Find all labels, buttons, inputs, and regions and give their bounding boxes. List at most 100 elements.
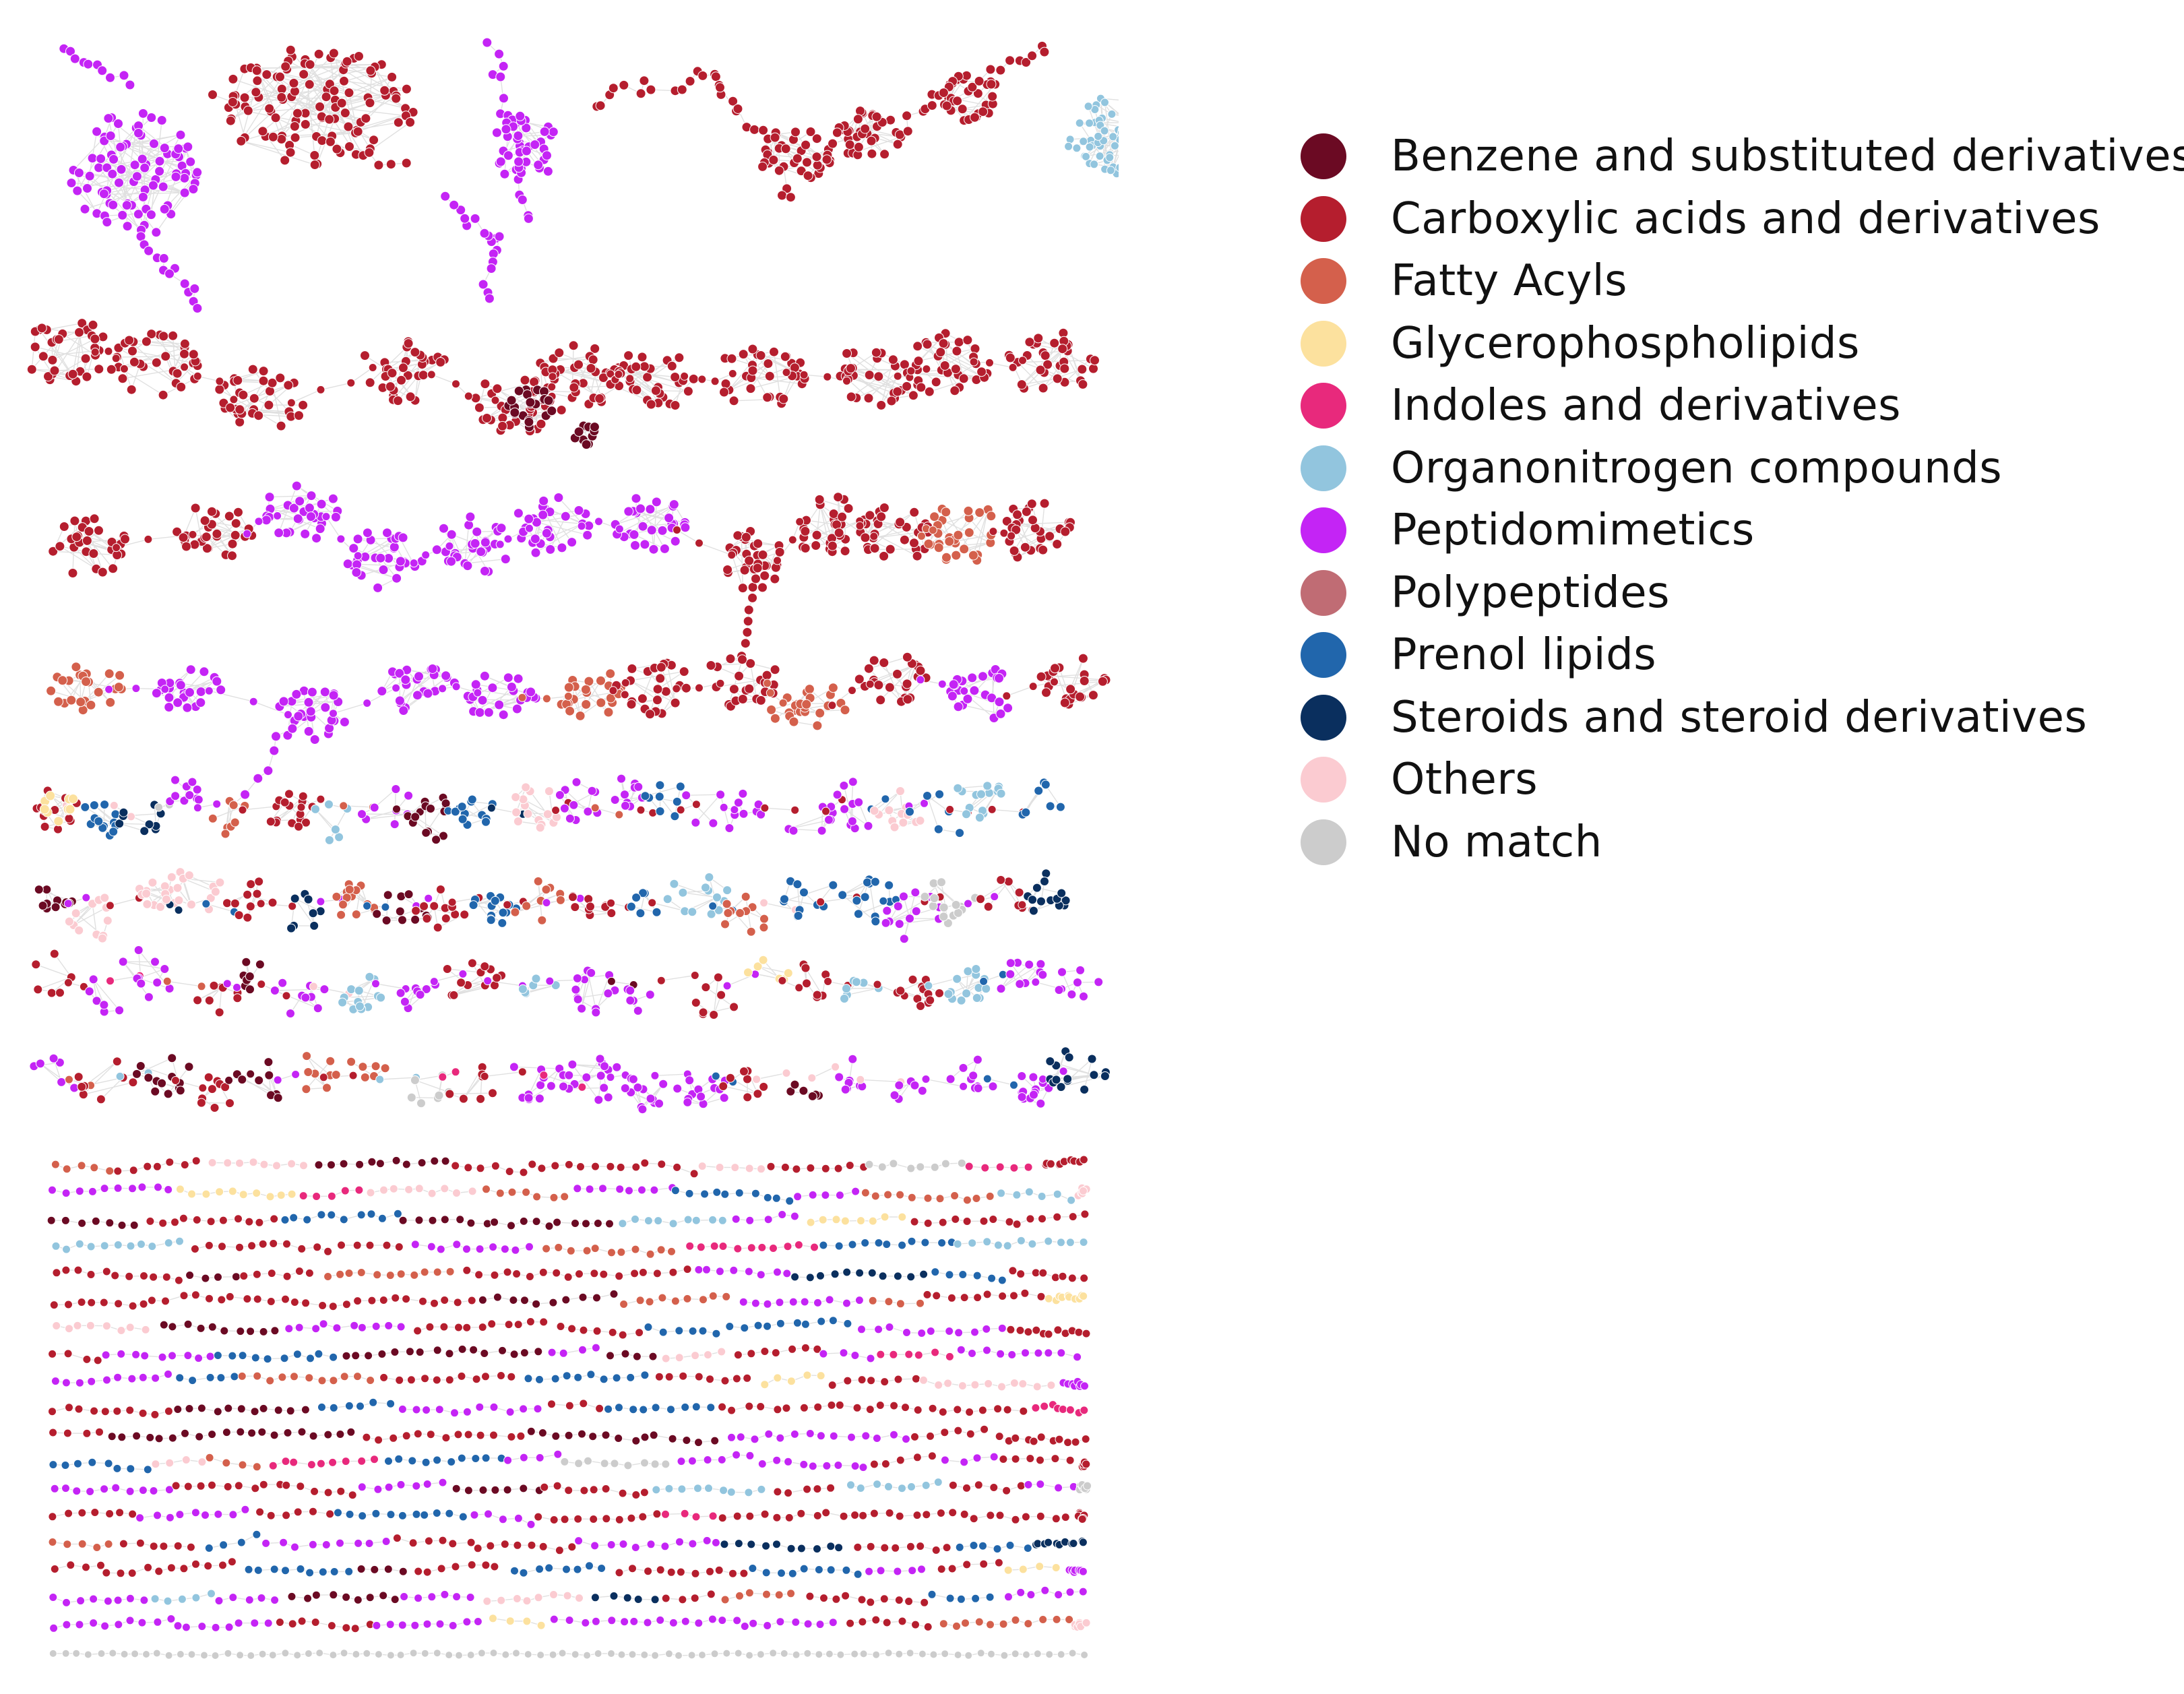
network-node-1032 [108, 563, 119, 574]
network-node-328 [697, 70, 708, 81]
network-node-58 [159, 203, 170, 214]
network-node-913 [958, 373, 969, 384]
network-node-255 [517, 195, 528, 205]
network-node-208 [290, 132, 301, 143]
network-node-1070 [224, 511, 235, 522]
network-node-91 [144, 245, 154, 256]
network-edge [356, 564, 397, 579]
network-node-579 [43, 371, 53, 382]
network-node-1038 [88, 548, 99, 559]
network-node-61 [105, 131, 116, 141]
network-node-97 [179, 278, 190, 289]
network-node-212 [225, 115, 236, 126]
network-node-67 [156, 115, 167, 125]
network-node-461 [974, 75, 985, 86]
network-node-222 [208, 90, 218, 100]
network-edge [853, 375, 892, 402]
network-node-378 [803, 170, 813, 181]
network-node-59 [137, 108, 148, 119]
network-node-830 [614, 370, 623, 379]
network-node-945 [922, 365, 931, 374]
network-node-175 [252, 75, 263, 86]
network-node-457 [938, 88, 949, 98]
network-edge [100, 1077, 124, 1100]
network-node-904 [782, 368, 791, 377]
network-node-1075 [181, 541, 191, 552]
network-edge [756, 1072, 787, 1080]
network-edge [375, 983, 406, 990]
network-node-588 [47, 354, 58, 365]
network-edge [240, 385, 289, 410]
network-node-65 [121, 200, 132, 211]
network-node-228 [289, 121, 300, 131]
network-node-903 [892, 386, 903, 397]
network-node-1040 [94, 525, 104, 536]
network-node-470 [1107, 109, 1117, 119]
network-edge [46, 322, 82, 331]
network-node-584 [26, 364, 37, 375]
network-node-755 [491, 396, 500, 405]
network-edge [270, 495, 312, 498]
network-node-297 [533, 160, 544, 170]
network-edge [850, 365, 896, 398]
network-node-113 [315, 101, 325, 112]
network-edge [883, 662, 902, 702]
network-edge [615, 505, 674, 525]
network-edge [1006, 685, 1034, 697]
network-node-180 [324, 114, 335, 125]
network-node-822 [683, 386, 693, 397]
network-node-32 [183, 142, 193, 152]
network-node-78 [154, 166, 165, 177]
network-node-202 [365, 98, 375, 108]
network-node-70 [139, 162, 150, 173]
network-node-668 [235, 404, 245, 415]
network-node-165 [321, 92, 332, 102]
network-node-638 [90, 348, 100, 356]
network-node-1039 [89, 513, 100, 524]
network-node-223 [227, 97, 238, 107]
network-node-215 [329, 86, 340, 96]
network-node-837 [720, 379, 731, 389]
network-node-603 [74, 327, 84, 338]
network-node-305 [456, 205, 466, 216]
network-edge [285, 66, 375, 69]
network-node-370 [770, 132, 780, 143]
network-edge [631, 369, 679, 383]
network-node-599 [90, 334, 100, 344]
network-node-460 [967, 82, 978, 92]
network-node-670 [238, 389, 249, 400]
network-node-937 [976, 367, 987, 377]
network-node-63 [129, 160, 140, 170]
network-node-456 [957, 104, 968, 115]
network-node-88 [96, 154, 106, 164]
network-edge [332, 111, 414, 137]
network-edge [962, 704, 1001, 715]
network-node-373 [801, 139, 811, 150]
network-edge [423, 906, 456, 915]
network-edge [274, 989, 325, 991]
network-node-981 [985, 358, 994, 367]
network-edge [699, 542, 732, 556]
network-edge [734, 398, 784, 402]
network-edge [449, 1092, 493, 1095]
network-node-785 [569, 382, 580, 393]
network-node-1043 [120, 534, 130, 544]
network-node-688 [405, 391, 416, 402]
network-edge [179, 683, 221, 691]
network-node-336 [732, 104, 743, 114]
network-node-615 [141, 336, 152, 347]
network-node-813 [646, 399, 656, 410]
network-node-38 [133, 209, 144, 220]
network-edge [399, 674, 435, 701]
network-edge [805, 709, 846, 712]
network-edge [159, 160, 191, 162]
network-node-99 [189, 283, 200, 294]
network-node-979 [1059, 363, 1070, 374]
network-node-238 [482, 37, 493, 48]
network-edge [35, 346, 86, 359]
network-node-567 [1079, 137, 1088, 146]
network-node-980 [969, 357, 978, 367]
network-edge [414, 1079, 449, 1093]
network-node-824 [623, 350, 634, 361]
network-node-410 [832, 127, 842, 138]
